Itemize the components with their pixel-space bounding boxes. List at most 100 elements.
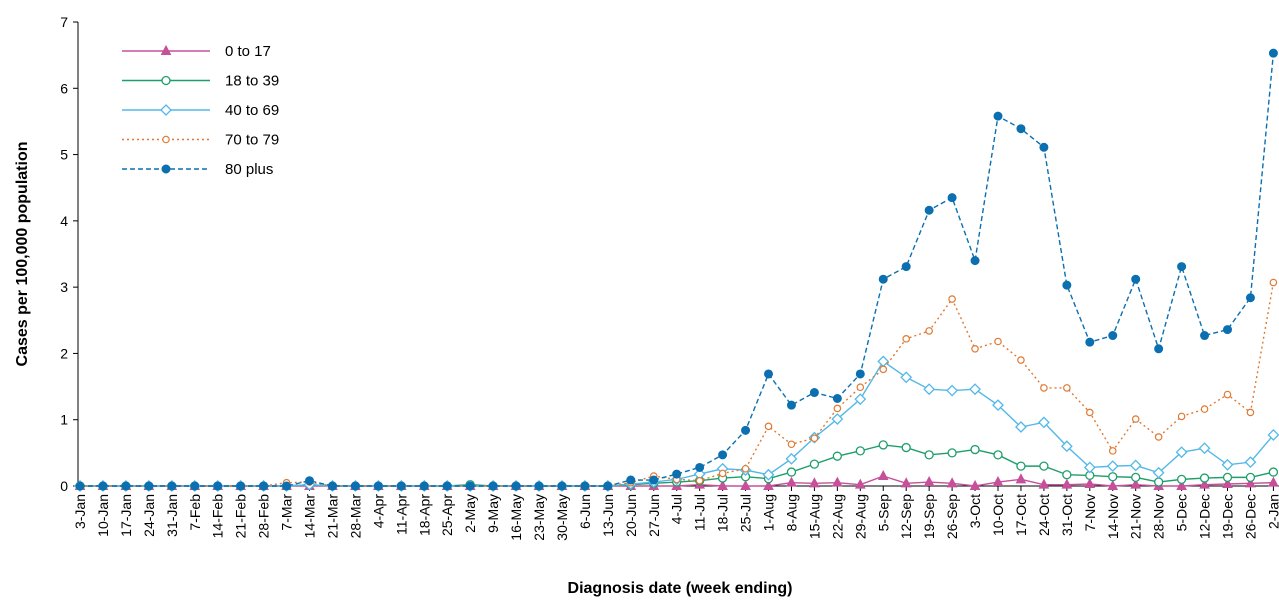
x-tick-label: 21-Mar xyxy=(324,494,340,539)
x-tick-label: 12-Sep xyxy=(898,494,914,539)
x-tick-label: 8-Aug xyxy=(783,494,799,531)
data-point xyxy=(718,450,728,460)
data-point xyxy=(810,434,819,443)
data-point xyxy=(695,462,705,472)
series-line xyxy=(80,282,1275,487)
data-point xyxy=(1199,478,1210,489)
data-point xyxy=(762,468,775,481)
data-point xyxy=(1130,478,1142,489)
data-point xyxy=(1039,461,1049,471)
data-point xyxy=(809,459,820,469)
data-point xyxy=(1177,412,1186,421)
data-point xyxy=(717,479,728,490)
axes xyxy=(77,22,1279,487)
data-point xyxy=(1154,433,1163,441)
data-point xyxy=(923,383,936,396)
data-point xyxy=(785,452,798,465)
data-point xyxy=(786,467,797,477)
data-point xyxy=(946,477,958,488)
data-point xyxy=(925,327,933,335)
x-tick-label: 21-Nov xyxy=(1128,494,1144,539)
y-tick-label: 1 xyxy=(60,412,68,428)
legend: 0 to 17 18 to 39 40 to 69 70 to 79 80 plus xyxy=(122,43,279,178)
data-point xyxy=(1062,470,1072,480)
data-point xyxy=(970,256,980,266)
data-point xyxy=(419,481,429,491)
series-layer xyxy=(74,48,1279,492)
data-point xyxy=(786,400,796,410)
x-tick-label: 24-Jan xyxy=(141,494,157,537)
data-point xyxy=(98,481,108,491)
data-point xyxy=(626,475,636,485)
data-point xyxy=(1039,142,1049,152)
data-point xyxy=(327,481,337,491)
data-point xyxy=(1244,456,1257,469)
x-tick-label: 31-Jan xyxy=(164,494,180,537)
x-tick-label: 15-Aug xyxy=(806,494,822,539)
series-70-to-79 xyxy=(76,278,1278,490)
x-tick-label: 31-Oct xyxy=(1059,494,1075,536)
x-tick-label: 11-Apr xyxy=(393,494,409,535)
x-tick-label: 25-Apr xyxy=(439,494,455,536)
data-point xyxy=(488,481,498,491)
x-tick-label: 26-Dec xyxy=(1242,494,1258,539)
x-tick-label: 5-Sep xyxy=(875,494,891,532)
data-point xyxy=(282,481,292,491)
data-point xyxy=(1084,477,1096,489)
x-axis-ticks: 3-Jan 10-Jan 17-Jan 24-Jan 31-Jan 7-Feb 14-Feb… xyxy=(72,486,1279,541)
data-point xyxy=(603,481,613,491)
data-point xyxy=(970,444,980,455)
data-point xyxy=(1062,280,1072,290)
data-point xyxy=(994,337,1002,346)
data-point xyxy=(1063,384,1071,392)
data-point xyxy=(901,262,911,272)
data-point xyxy=(947,193,957,203)
x-tick-label: 22-Aug xyxy=(829,494,845,539)
data-point xyxy=(832,394,842,404)
data-point xyxy=(259,481,269,491)
data-point xyxy=(213,481,223,491)
x-tick-label: 3-Oct xyxy=(967,494,983,528)
data-point xyxy=(718,469,727,478)
x-tick-label: 16-May xyxy=(508,494,524,541)
data-point xyxy=(1107,479,1119,490)
data-point xyxy=(878,274,888,284)
data-point xyxy=(877,355,890,368)
x-tick-label: 25-Jul xyxy=(738,494,754,532)
data-point xyxy=(924,450,934,460)
x-tick-label: 14-Nov xyxy=(1105,494,1121,539)
data-point xyxy=(1086,408,1094,417)
data-point xyxy=(787,440,796,449)
y-tick-label: 4 xyxy=(60,213,68,229)
x-tick-label: 28-Feb xyxy=(256,494,272,539)
data-point xyxy=(1223,325,1232,335)
x-tick-label: 27-Jun xyxy=(646,494,662,537)
data-point xyxy=(1268,467,1279,477)
data-point xyxy=(741,425,751,435)
data-point xyxy=(1152,466,1165,479)
data-point xyxy=(764,369,773,379)
y-tick-label: 3 xyxy=(60,279,68,295)
data-point xyxy=(809,388,819,398)
x-tick-label: 4-Apr xyxy=(370,494,386,529)
data-point xyxy=(1131,472,1141,483)
data-point xyxy=(465,481,475,491)
data-point xyxy=(992,399,1004,412)
data-point xyxy=(305,476,314,486)
data-point xyxy=(1017,356,1025,364)
data-point xyxy=(833,404,842,413)
legend-label: 40 to 69 xyxy=(225,102,279,119)
data-point xyxy=(1221,458,1234,471)
data-point xyxy=(534,481,544,491)
data-point xyxy=(1268,48,1278,58)
x-tick-label: 9-May xyxy=(485,494,501,533)
data-point xyxy=(1108,331,1118,341)
y-axis-title: Cases per 100,000 population xyxy=(14,142,31,367)
x-tick-label: 4-Jul xyxy=(669,494,685,524)
x-tick-label: 17-Jan xyxy=(118,494,134,537)
data-point xyxy=(1108,472,1118,482)
x-tick-label: 7-Mar xyxy=(279,494,295,531)
data-point xyxy=(1154,344,1164,354)
data-point xyxy=(75,481,85,491)
data-point xyxy=(1131,415,1140,423)
